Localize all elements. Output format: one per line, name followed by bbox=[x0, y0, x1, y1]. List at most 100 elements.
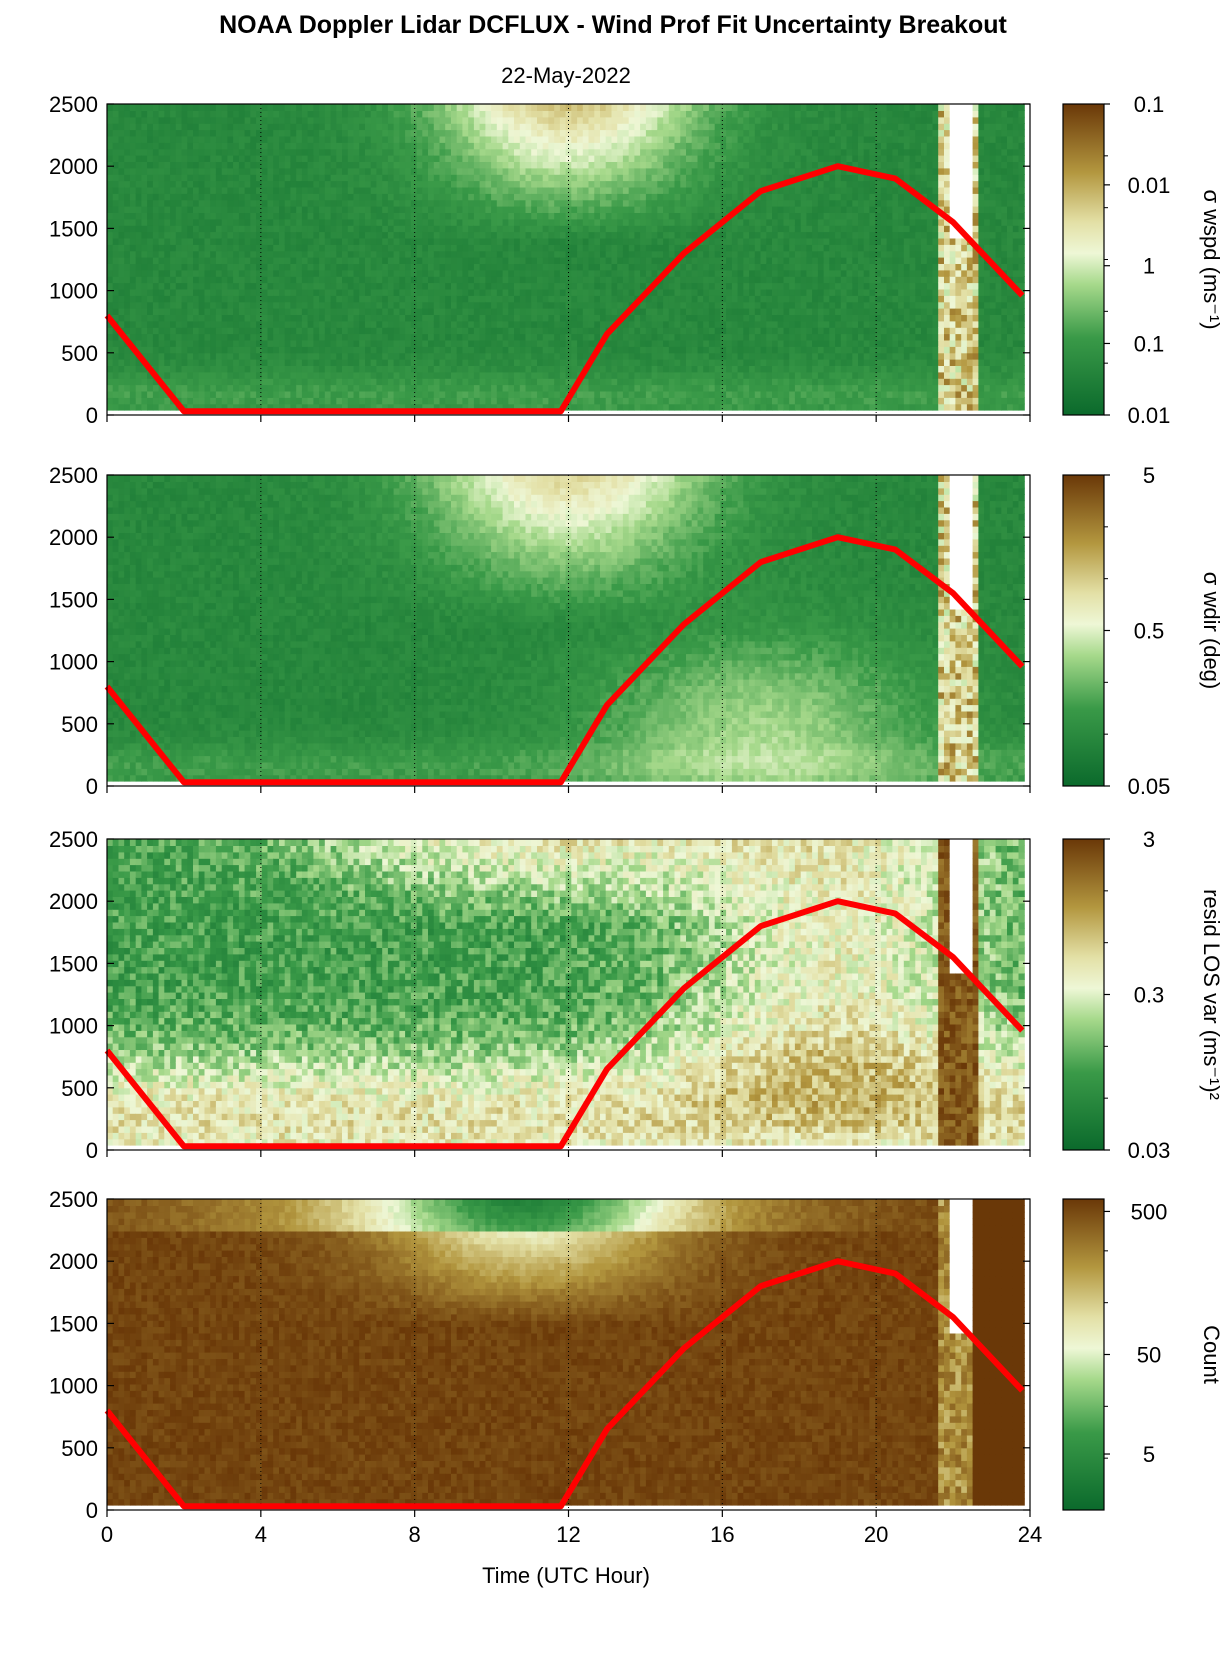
heatmap-cell bbox=[462, 340, 468, 347]
heatmap-cell bbox=[417, 187, 423, 194]
heatmap-cell bbox=[411, 340, 417, 347]
heatmap-cell bbox=[124, 314, 130, 321]
heatmap-cell bbox=[164, 161, 170, 168]
heatmap-cell bbox=[182, 391, 188, 398]
heatmap-cell bbox=[296, 295, 302, 302]
heatmap-cell bbox=[503, 359, 509, 366]
heatmap-cell bbox=[405, 346, 411, 353]
heatmap-cell bbox=[250, 238, 256, 245]
heatmap-cell bbox=[554, 321, 560, 328]
heatmap-cell bbox=[119, 181, 125, 188]
heatmap-cell bbox=[187, 232, 193, 239]
heatmap-cell bbox=[514, 251, 520, 258]
heatmap-cell bbox=[371, 346, 377, 353]
heatmap-cell bbox=[629, 181, 635, 188]
heatmap-cell bbox=[124, 257, 130, 264]
heatmap-cell bbox=[686, 378, 692, 385]
heatmap-cell bbox=[359, 149, 365, 156]
heatmap-cell bbox=[669, 378, 675, 385]
heatmap-cell bbox=[537, 232, 543, 239]
heatmap-cell bbox=[336, 219, 342, 226]
heatmap-cell bbox=[136, 251, 142, 258]
heatmap-cell bbox=[336, 244, 342, 251]
heatmap-cell bbox=[526, 130, 532, 137]
heatmap-cell bbox=[686, 232, 692, 239]
heatmap-cell bbox=[365, 327, 371, 334]
heatmap-cell bbox=[680, 206, 686, 213]
heatmap-cell bbox=[594, 174, 600, 181]
heatmap-cell bbox=[508, 251, 514, 258]
heatmap-cell bbox=[503, 193, 509, 200]
heatmap-cell bbox=[147, 200, 153, 207]
heatmap-cell bbox=[514, 174, 520, 181]
heatmap-cell bbox=[147, 340, 153, 347]
heatmap-cell bbox=[342, 378, 348, 385]
heatmap-cell bbox=[405, 187, 411, 194]
heatmap-cell bbox=[669, 302, 675, 309]
heatmap-cell bbox=[325, 161, 331, 168]
heatmap-cell bbox=[526, 365, 532, 372]
heatmap-cell bbox=[422, 110, 428, 117]
heatmap-cell bbox=[457, 206, 463, 213]
heatmap-cell bbox=[480, 276, 486, 283]
heatmap-cell bbox=[405, 295, 411, 302]
heatmap-cell bbox=[451, 283, 457, 290]
heatmap-cell bbox=[233, 372, 239, 379]
heatmap-cell bbox=[485, 308, 491, 315]
heatmap-cell bbox=[634, 155, 640, 162]
heatmap-cell bbox=[451, 327, 457, 334]
heatmap-cell bbox=[227, 353, 233, 360]
heatmap-cell bbox=[325, 168, 331, 175]
heatmap-cell bbox=[497, 314, 503, 321]
heatmap-cell bbox=[302, 117, 308, 124]
heatmap-cell bbox=[365, 136, 371, 143]
heatmap-cell bbox=[130, 385, 136, 392]
heatmap-cell bbox=[182, 397, 188, 404]
heatmap-cell bbox=[480, 397, 486, 404]
heatmap-cell bbox=[382, 161, 388, 168]
heatmap-cell bbox=[336, 283, 342, 290]
heatmap-cell bbox=[526, 181, 532, 188]
heatmap-cell bbox=[457, 136, 463, 143]
heatmap-cell bbox=[698, 161, 704, 168]
heatmap-cell bbox=[417, 346, 423, 353]
heatmap-cell bbox=[302, 308, 308, 315]
heatmap-cell bbox=[302, 270, 308, 277]
heatmap-cell bbox=[657, 181, 663, 188]
heatmap-cell bbox=[250, 372, 256, 379]
heatmap-cell bbox=[141, 161, 147, 168]
heatmap-cell bbox=[440, 136, 446, 143]
heatmap-cell bbox=[319, 289, 325, 296]
heatmap-cell bbox=[107, 283, 113, 290]
heatmap-cell bbox=[686, 142, 692, 149]
heatmap-cell bbox=[124, 181, 130, 188]
heatmap-cell bbox=[222, 276, 228, 283]
heatmap-cell bbox=[583, 353, 589, 360]
heatmap-cell bbox=[296, 219, 302, 226]
heatmap-cell bbox=[159, 130, 165, 137]
heatmap-cell bbox=[491, 385, 497, 392]
heatmap-cell bbox=[531, 295, 537, 302]
heatmap-cell bbox=[147, 391, 153, 398]
heatmap-cell bbox=[164, 212, 170, 219]
heatmap-cell bbox=[686, 212, 692, 219]
heatmap-cell bbox=[159, 117, 165, 124]
heatmap-cell bbox=[617, 283, 623, 290]
heatmap-cell bbox=[428, 314, 434, 321]
heatmap-cell bbox=[612, 334, 618, 341]
heatmap-cell bbox=[405, 212, 411, 219]
heatmap-cell bbox=[692, 193, 698, 200]
heatmap-cell bbox=[354, 308, 360, 315]
heatmap-cell bbox=[354, 181, 360, 188]
heatmap-cell bbox=[342, 359, 348, 366]
heatmap-cell bbox=[646, 321, 652, 328]
heatmap-cell bbox=[136, 232, 142, 239]
heatmap-cell bbox=[669, 295, 675, 302]
heatmap-cell bbox=[474, 200, 480, 207]
heatmap-cell bbox=[216, 200, 222, 207]
heatmap-cell bbox=[422, 219, 428, 226]
heatmap-cell bbox=[640, 117, 646, 124]
heatmap-cell bbox=[336, 193, 342, 200]
heatmap-cell bbox=[606, 257, 612, 264]
heatmap-cell bbox=[273, 225, 279, 232]
